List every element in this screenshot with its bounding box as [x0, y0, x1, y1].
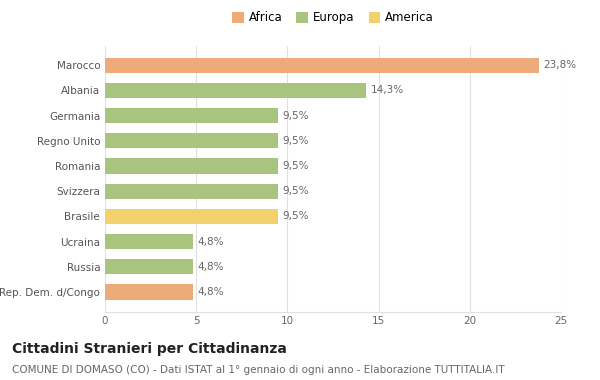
Text: 9,5%: 9,5%	[283, 211, 310, 222]
Text: 14,3%: 14,3%	[370, 86, 404, 95]
Text: 4,8%: 4,8%	[197, 287, 224, 297]
Bar	[105, 234, 193, 249]
Text: COMUNE DI DOMASO (CO) - Dati ISTAT al 1° gennaio di ogni anno - Elaborazione TUT: COMUNE DI DOMASO (CO) - Dati ISTAT al 1°…	[12, 365, 505, 375]
Bar	[105, 133, 278, 148]
Bar	[105, 259, 193, 274]
Text: Cittadini Stranieri per Cittadinanza: Cittadini Stranieri per Cittadinanza	[12, 342, 287, 356]
Text: 9,5%: 9,5%	[283, 111, 310, 120]
Bar	[105, 58, 539, 73]
Bar	[105, 284, 193, 299]
Bar	[105, 209, 278, 224]
Bar	[105, 108, 278, 123]
Text: 9,5%: 9,5%	[283, 136, 310, 146]
Text: 4,8%: 4,8%	[197, 262, 224, 272]
Bar	[105, 83, 366, 98]
Text: 23,8%: 23,8%	[544, 60, 577, 70]
Bar	[105, 184, 278, 199]
Legend: Africa, Europa, America: Africa, Europa, America	[227, 6, 439, 29]
Text: 9,5%: 9,5%	[283, 161, 310, 171]
Text: 9,5%: 9,5%	[283, 186, 310, 196]
Bar	[105, 158, 278, 174]
Text: 4,8%: 4,8%	[197, 237, 224, 247]
